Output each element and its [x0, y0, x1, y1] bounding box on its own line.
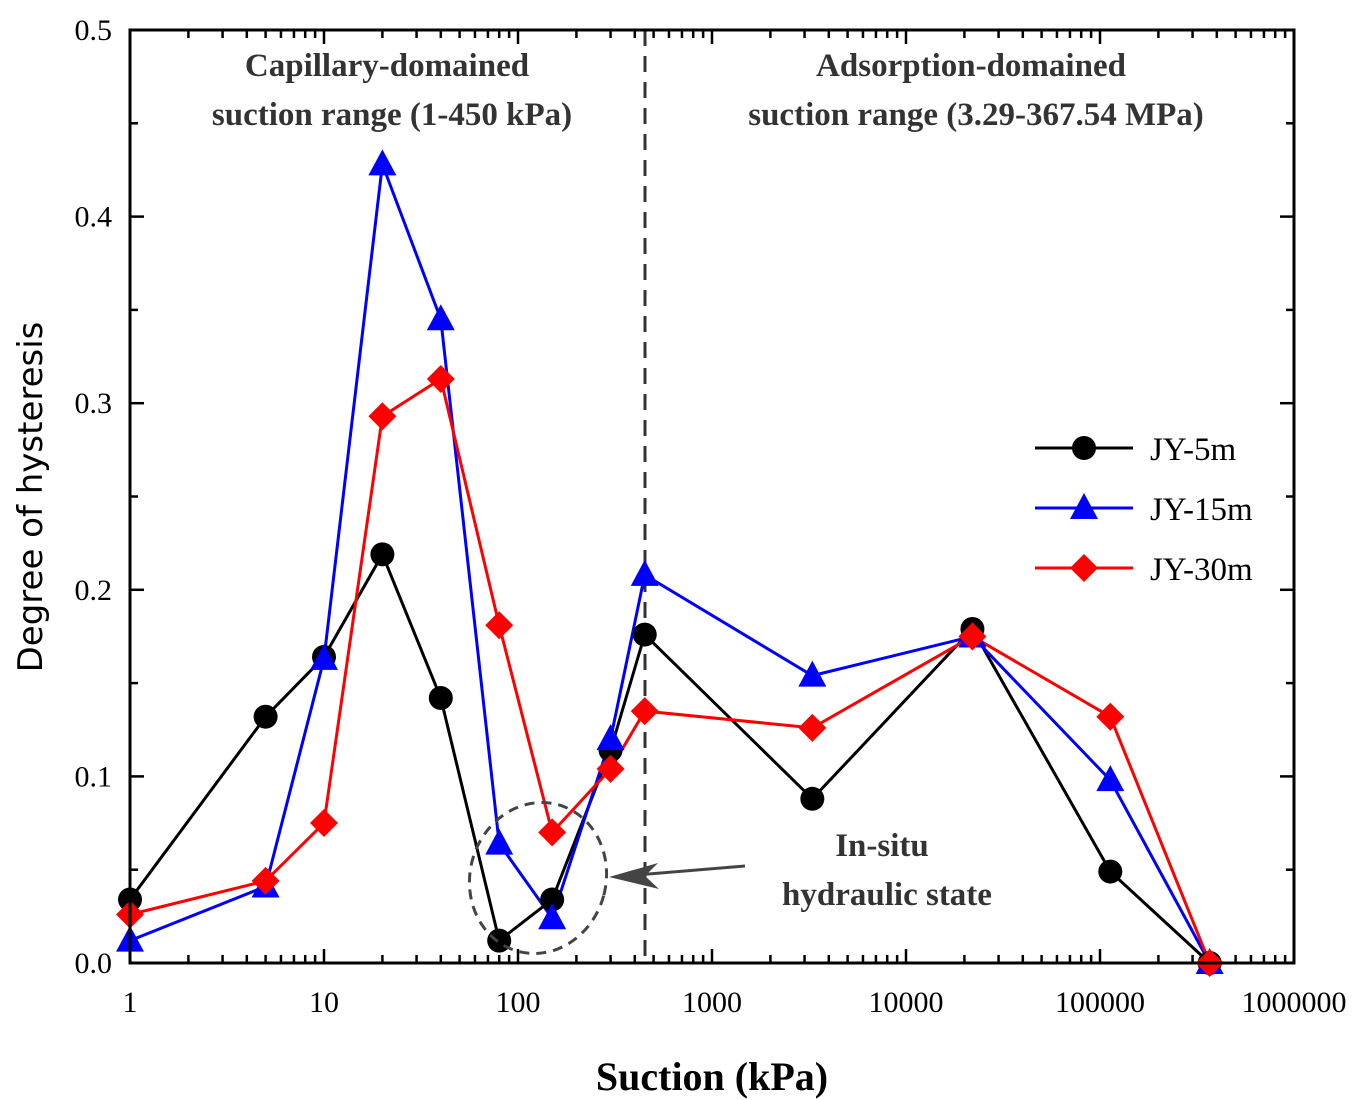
legend-marker-jy-5m: [1072, 436, 1096, 460]
data-point-jy-15m: [426, 304, 455, 331]
x-tick-label: 100000: [1055, 986, 1145, 1019]
data-point-jy-5m: [253, 704, 278, 729]
y-tick-label: 0.1: [75, 760, 113, 793]
data-point-jy-5m: [540, 887, 565, 912]
legend-label-jy-30m: JY-30m: [1150, 552, 1253, 588]
data-point-jy-15m: [368, 149, 397, 176]
data-point-jy-30m: [958, 622, 987, 651]
insitu-arrow-head: [609, 863, 659, 889]
legend-marker-jy-30m: [1070, 554, 1098, 582]
x-tick-label: 1000000: [1242, 986, 1347, 1019]
left-region-label-2: suction range (1-450 kPa): [212, 97, 572, 133]
y-tick-label: 0.3: [75, 387, 113, 420]
x-axis-label: Suction (kPa): [596, 1054, 828, 1099]
series-line-jy-15m: [129, 163, 1211, 964]
data-point-jy-15m: [485, 828, 514, 855]
data-point-jy-15m: [310, 643, 338, 670]
data-point-jy-5m: [428, 686, 453, 711]
insitu-label-2: hydraulic state: [782, 877, 992, 913]
data-point-jy-15m: [1096, 765, 1125, 792]
legend-marker-jy-15m: [1070, 493, 1098, 519]
data-point-jy-30m: [485, 611, 514, 640]
data-point-jy-15m: [538, 903, 567, 930]
series-line-jy-30m: [129, 376, 1212, 964]
data-point-jy-15m: [596, 724, 625, 751]
data-point-jy-30m: [310, 809, 338, 838]
legend-label-jy-5m: JY-5m: [1150, 432, 1237, 468]
data-point-jy-30m: [798, 713, 827, 742]
data-point-jy-5m: [632, 622, 657, 647]
y-tick-label: 0.0: [75, 947, 113, 980]
data-point-jy-5m: [370, 542, 395, 567]
data-point-jy-30m: [426, 364, 455, 393]
x-tick-label: 10: [309, 986, 339, 1019]
data-point-jy-15m: [798, 660, 827, 687]
series-line-jy-5m: [128, 550, 1211, 965]
data-point-jy-15m: [630, 559, 659, 586]
right-region-label-2: suction range (3.29-367.54 MPa): [748, 97, 1204, 133]
right-region-label-1: Adsorption-domained: [816, 48, 1126, 84]
y-tick-label: 0.4: [75, 201, 113, 234]
data-point-jy-30m: [630, 697, 659, 726]
plot-frame: [128, 28, 1296, 965]
data-point-jy-30m: [368, 402, 397, 431]
y-tick-label: 0.2: [75, 574, 113, 607]
x-tick-label: 10000: [869, 986, 944, 1019]
left-region-label-1: Capillary-domained: [245, 48, 529, 84]
legend-label-jy-15m: JY-15m: [1150, 492, 1253, 528]
data-point-jy-30m: [538, 818, 567, 847]
data-point-jy-30m: [1096, 702, 1125, 731]
insitu-ellipse: [467, 801, 609, 955]
data-point-jy-30m: [596, 754, 625, 783]
insitu-label-1: In-situ: [835, 828, 929, 864]
y-tick-label: 0.5: [75, 14, 113, 47]
y-axis-label: Degree of hysteresis: [11, 322, 51, 673]
x-tick-label: 100: [496, 986, 541, 1019]
x-tick-label: 1: [123, 986, 138, 1019]
data-point-jy-5m: [1098, 859, 1123, 884]
legend: JY-5m JY-15m JY-30m: [1035, 432, 1253, 588]
data-point-jy-30m: [251, 866, 280, 895]
data-point-jy-5m: [800, 786, 825, 811]
x-tick-label: 1000: [682, 986, 742, 1019]
